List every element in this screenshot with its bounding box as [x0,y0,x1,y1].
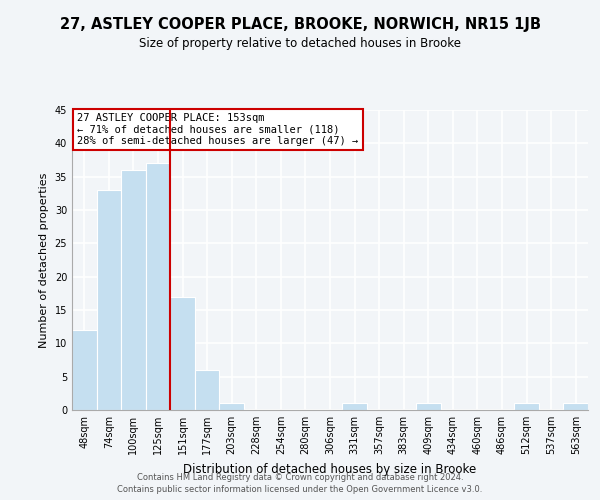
X-axis label: Distribution of detached houses by size in Brooke: Distribution of detached houses by size … [184,462,476,475]
Bar [563,404,588,410]
Bar [72,330,97,410]
Bar [97,190,121,410]
Bar [146,164,170,410]
Text: Contains public sector information licensed under the Open Government Licence v3: Contains public sector information licen… [118,485,482,494]
Y-axis label: Number of detached properties: Number of detached properties [39,172,49,348]
Text: Contains HM Land Registry data © Crown copyright and database right 2024.: Contains HM Land Registry data © Crown c… [137,472,463,482]
Bar [514,404,539,410]
Bar [416,404,440,410]
Bar [170,296,195,410]
Bar [195,370,220,410]
Bar [342,404,367,410]
Text: 27, ASTLEY COOPER PLACE, BROOKE, NORWICH, NR15 1JB: 27, ASTLEY COOPER PLACE, BROOKE, NORWICH… [59,18,541,32]
Bar [220,404,244,410]
Bar [121,170,146,410]
Text: 27 ASTLEY COOPER PLACE: 153sqm
← 71% of detached houses are smaller (118)
28% of: 27 ASTLEY COOPER PLACE: 153sqm ← 71% of … [77,113,358,146]
Text: Size of property relative to detached houses in Brooke: Size of property relative to detached ho… [139,38,461,51]
